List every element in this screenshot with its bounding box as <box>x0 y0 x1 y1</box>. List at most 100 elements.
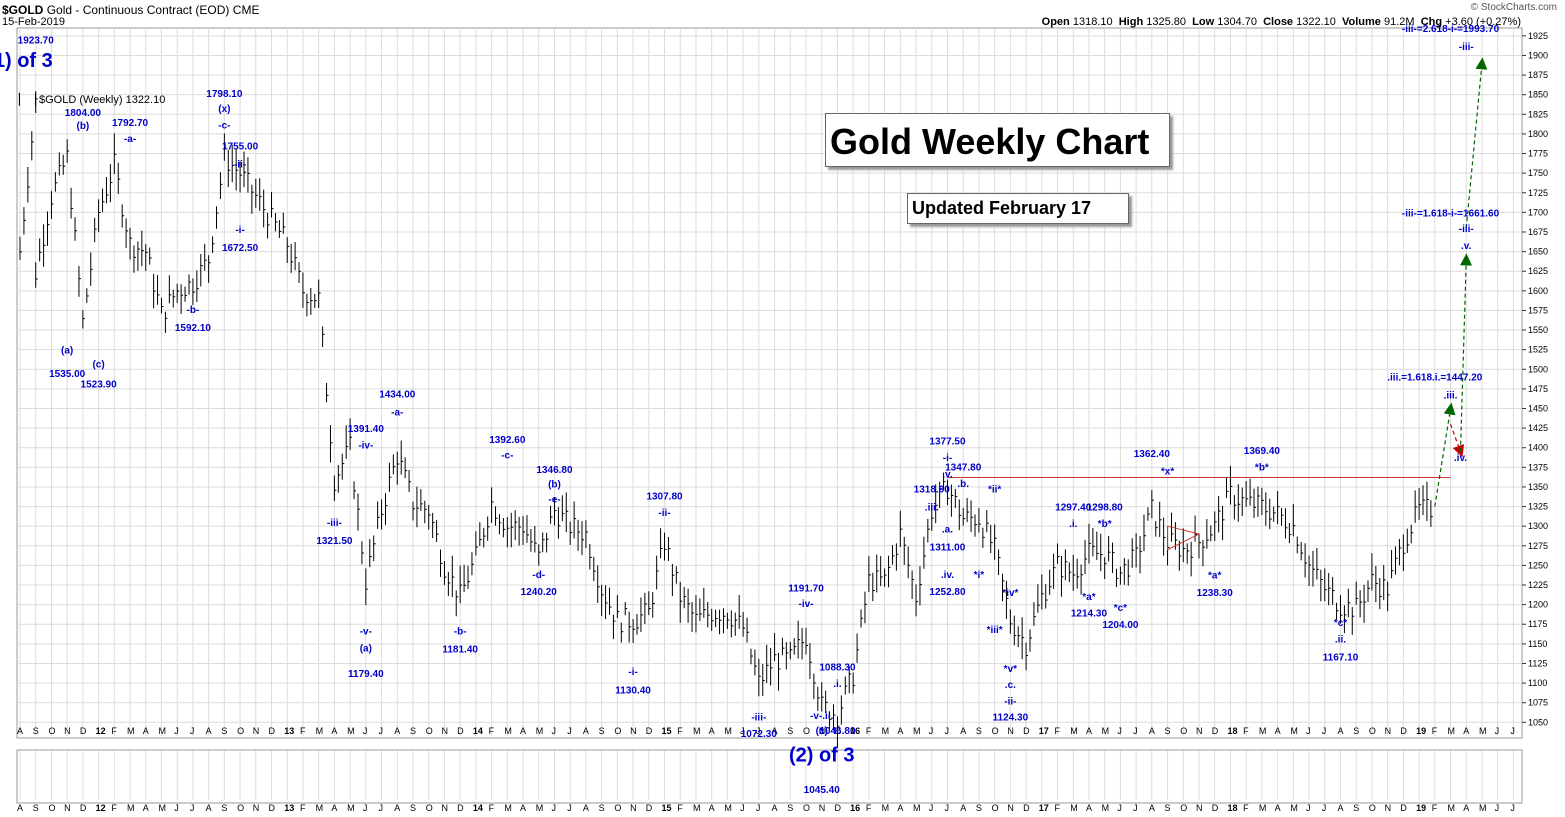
wave-label: 1072.30 <box>741 729 778 740</box>
x-tick-label-lower: N <box>64 803 71 813</box>
wave-label: .v. <box>1461 241 1472 252</box>
series-legend: ▏▕ $GOLD (Weekly) 1322.10 <box>19 93 165 106</box>
x-tick-label: S <box>410 726 416 736</box>
wave-label: 1191.70 <box>788 583 824 594</box>
wave-label: 1535.00 <box>49 369 86 380</box>
wave-degree-label: (2) of 3 <box>789 745 855 767</box>
wave-label: -b- <box>454 626 467 637</box>
wave-label: 1434.00 <box>379 390 416 401</box>
x-tick-label-lower: 12 <box>96 803 106 813</box>
x-tick-label-lower: F <box>1243 803 1249 813</box>
x-tick-label: F <box>677 726 683 736</box>
x-tick-label-lower: J <box>944 803 949 813</box>
wave-label: -i- <box>235 225 244 236</box>
x-tick-label-lower: J <box>567 803 572 813</box>
ohlc-open: Open 1318.10 <box>1041 16 1113 28</box>
wave-label: .b. <box>957 479 969 490</box>
x-tick-label-lower: 18 <box>1227 803 1237 813</box>
wave-label: -ii- <box>234 160 246 171</box>
x-tick-label-lower: A <box>1337 803 1343 813</box>
x-tick-label: M <box>882 726 890 736</box>
wave-label: *a* <box>1208 571 1221 582</box>
y-tick-label: 1050 <box>1528 717 1548 727</box>
symbol-description: Gold - Continuous Contract (EOD) <box>46 3 230 17</box>
x-tick-label: J <box>1306 726 1311 736</box>
ohlc-readout: Open 1318.10 High 1325.80 Low 1304.70 Cl… <box>1042 16 1521 28</box>
x-tick-label-lower: A <box>1275 803 1281 813</box>
x-tick-label-lower: 16 <box>850 803 860 813</box>
wave-label: 1179.40 <box>348 669 384 680</box>
wave-label: -iii-=2.618-i-=1993.70 <box>1402 24 1500 35</box>
x-tick-label: J <box>944 726 949 736</box>
chart-symbol-line: $GOLD Gold - Continuous Contract (EOD) C… <box>2 3 259 17</box>
x-tick-label: J <box>567 726 572 736</box>
x-tick-label: M <box>913 726 921 736</box>
x-tick-label-lower: M <box>913 803 921 813</box>
y-tick-label: 1300 <box>1528 521 1548 531</box>
x-tick-label-lower: J <box>1117 803 1122 813</box>
y-tick-label: 1650 <box>1528 247 1548 257</box>
x-tick-label: O <box>1180 726 1187 736</box>
y-tick-label: 1175 <box>1528 619 1547 629</box>
y-tick-label: 1925 <box>1528 31 1548 41</box>
x-tick-label: A <box>394 726 400 736</box>
x-tick-label-lower: N <box>253 803 259 813</box>
ohlc-close: Close 1322.10 <box>1263 16 1336 28</box>
wave-label: 1377.50 <box>929 437 966 448</box>
x-tick-label-lower: N <box>630 803 637 813</box>
y-tick-label: 1500 <box>1528 364 1548 374</box>
wave-label: *v* <box>1004 664 1017 675</box>
x-tick-label-lower: J <box>1322 803 1327 813</box>
y-tick-label: 1325 <box>1528 502 1548 512</box>
y-tick-label: 1225 <box>1528 580 1548 590</box>
wave-label: (a) <box>61 346 73 357</box>
x-tick-label: M <box>347 726 355 736</box>
x-tick-label: M <box>316 726 324 736</box>
y-tick-label: 1600 <box>1528 286 1548 296</box>
wave-label: -ii- <box>658 508 670 519</box>
x-tick-label: S <box>599 726 605 736</box>
y-tick-label: 1625 <box>1528 266 1548 276</box>
y-tick-label: 1475 <box>1528 384 1548 394</box>
wave-label: *iii* <box>987 625 1003 636</box>
x-tick-label: 13 <box>284 726 294 736</box>
x-tick-label: J <box>756 726 761 736</box>
x-tick-label: A <box>772 726 778 736</box>
y-tick-label: 1675 <box>1528 227 1548 237</box>
projection-arrow <box>1434 402 1456 507</box>
wave-label: *iv* <box>1002 588 1018 599</box>
x-tick-label: D <box>1212 726 1219 736</box>
y-tick-label: 1900 <box>1528 50 1548 60</box>
x-tick-label-lower: S <box>1165 803 1171 813</box>
x-tick-label-lower: 15 <box>662 803 672 813</box>
x-tick-label-lower: F <box>1055 803 1061 813</box>
x-tick-label-lower: F <box>111 803 117 813</box>
chart-subtitle: Updated February 17 <box>912 198 1092 218</box>
x-tick-label: 18 <box>1227 726 1237 736</box>
x-tick-label-lower: O <box>426 803 433 813</box>
wave-label: 1046.80 <box>819 726 856 737</box>
x-tick-label: A <box>709 726 715 736</box>
x-tick-label-lower: 13 <box>284 803 294 813</box>
wave-label: 1347.80 <box>945 462 982 473</box>
x-tick-label-lower: M <box>1479 803 1487 813</box>
projection-arrows <box>1434 57 1488 507</box>
wave-label: 1321.50 <box>316 536 353 547</box>
wave-label: -iv- <box>358 441 373 452</box>
wave-label: (c) <box>92 360 104 371</box>
ohlc-low: Low 1304.70 <box>1192 16 1257 28</box>
wave-label: 1362.40 <box>1134 449 1171 460</box>
x-tick-label: M <box>536 726 544 736</box>
x-tick-label: J <box>1117 726 1122 736</box>
x-tick-label: F <box>1055 726 1061 736</box>
x-tick-label: N <box>819 726 826 736</box>
x-tick-label-lower: J <box>1133 803 1138 813</box>
wave-label: .iii. <box>925 502 939 513</box>
title-box: Gold Weekly Chart <box>825 113 1170 167</box>
x-tick-label-lower: O <box>614 803 621 813</box>
x-tick-label: M <box>1259 726 1267 736</box>
x-tick-label-lower: M <box>347 803 355 813</box>
wave-label: -i- <box>628 667 637 678</box>
y-tick-label: 1550 <box>1528 325 1548 335</box>
x-tick-label: J <box>551 726 556 736</box>
